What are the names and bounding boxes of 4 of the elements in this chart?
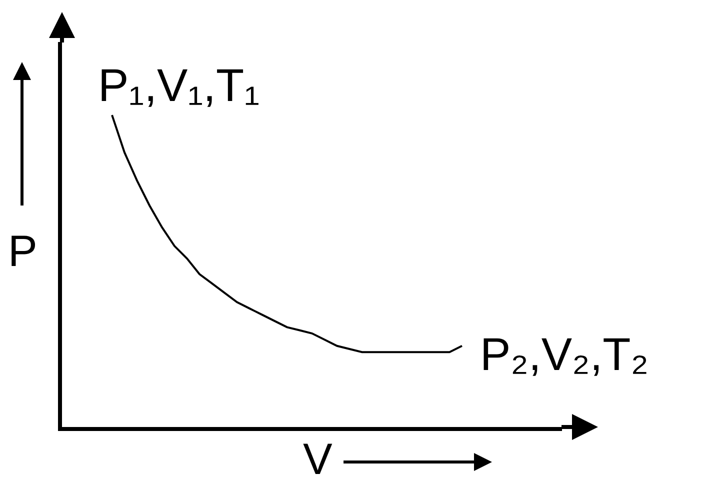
text: P₁,V₁,T₁ [98,59,260,111]
annotation: P₂,V₂,T₂ [480,328,649,380]
y-axis-title: P [8,227,38,276]
x-axis-title: V [303,435,333,481]
